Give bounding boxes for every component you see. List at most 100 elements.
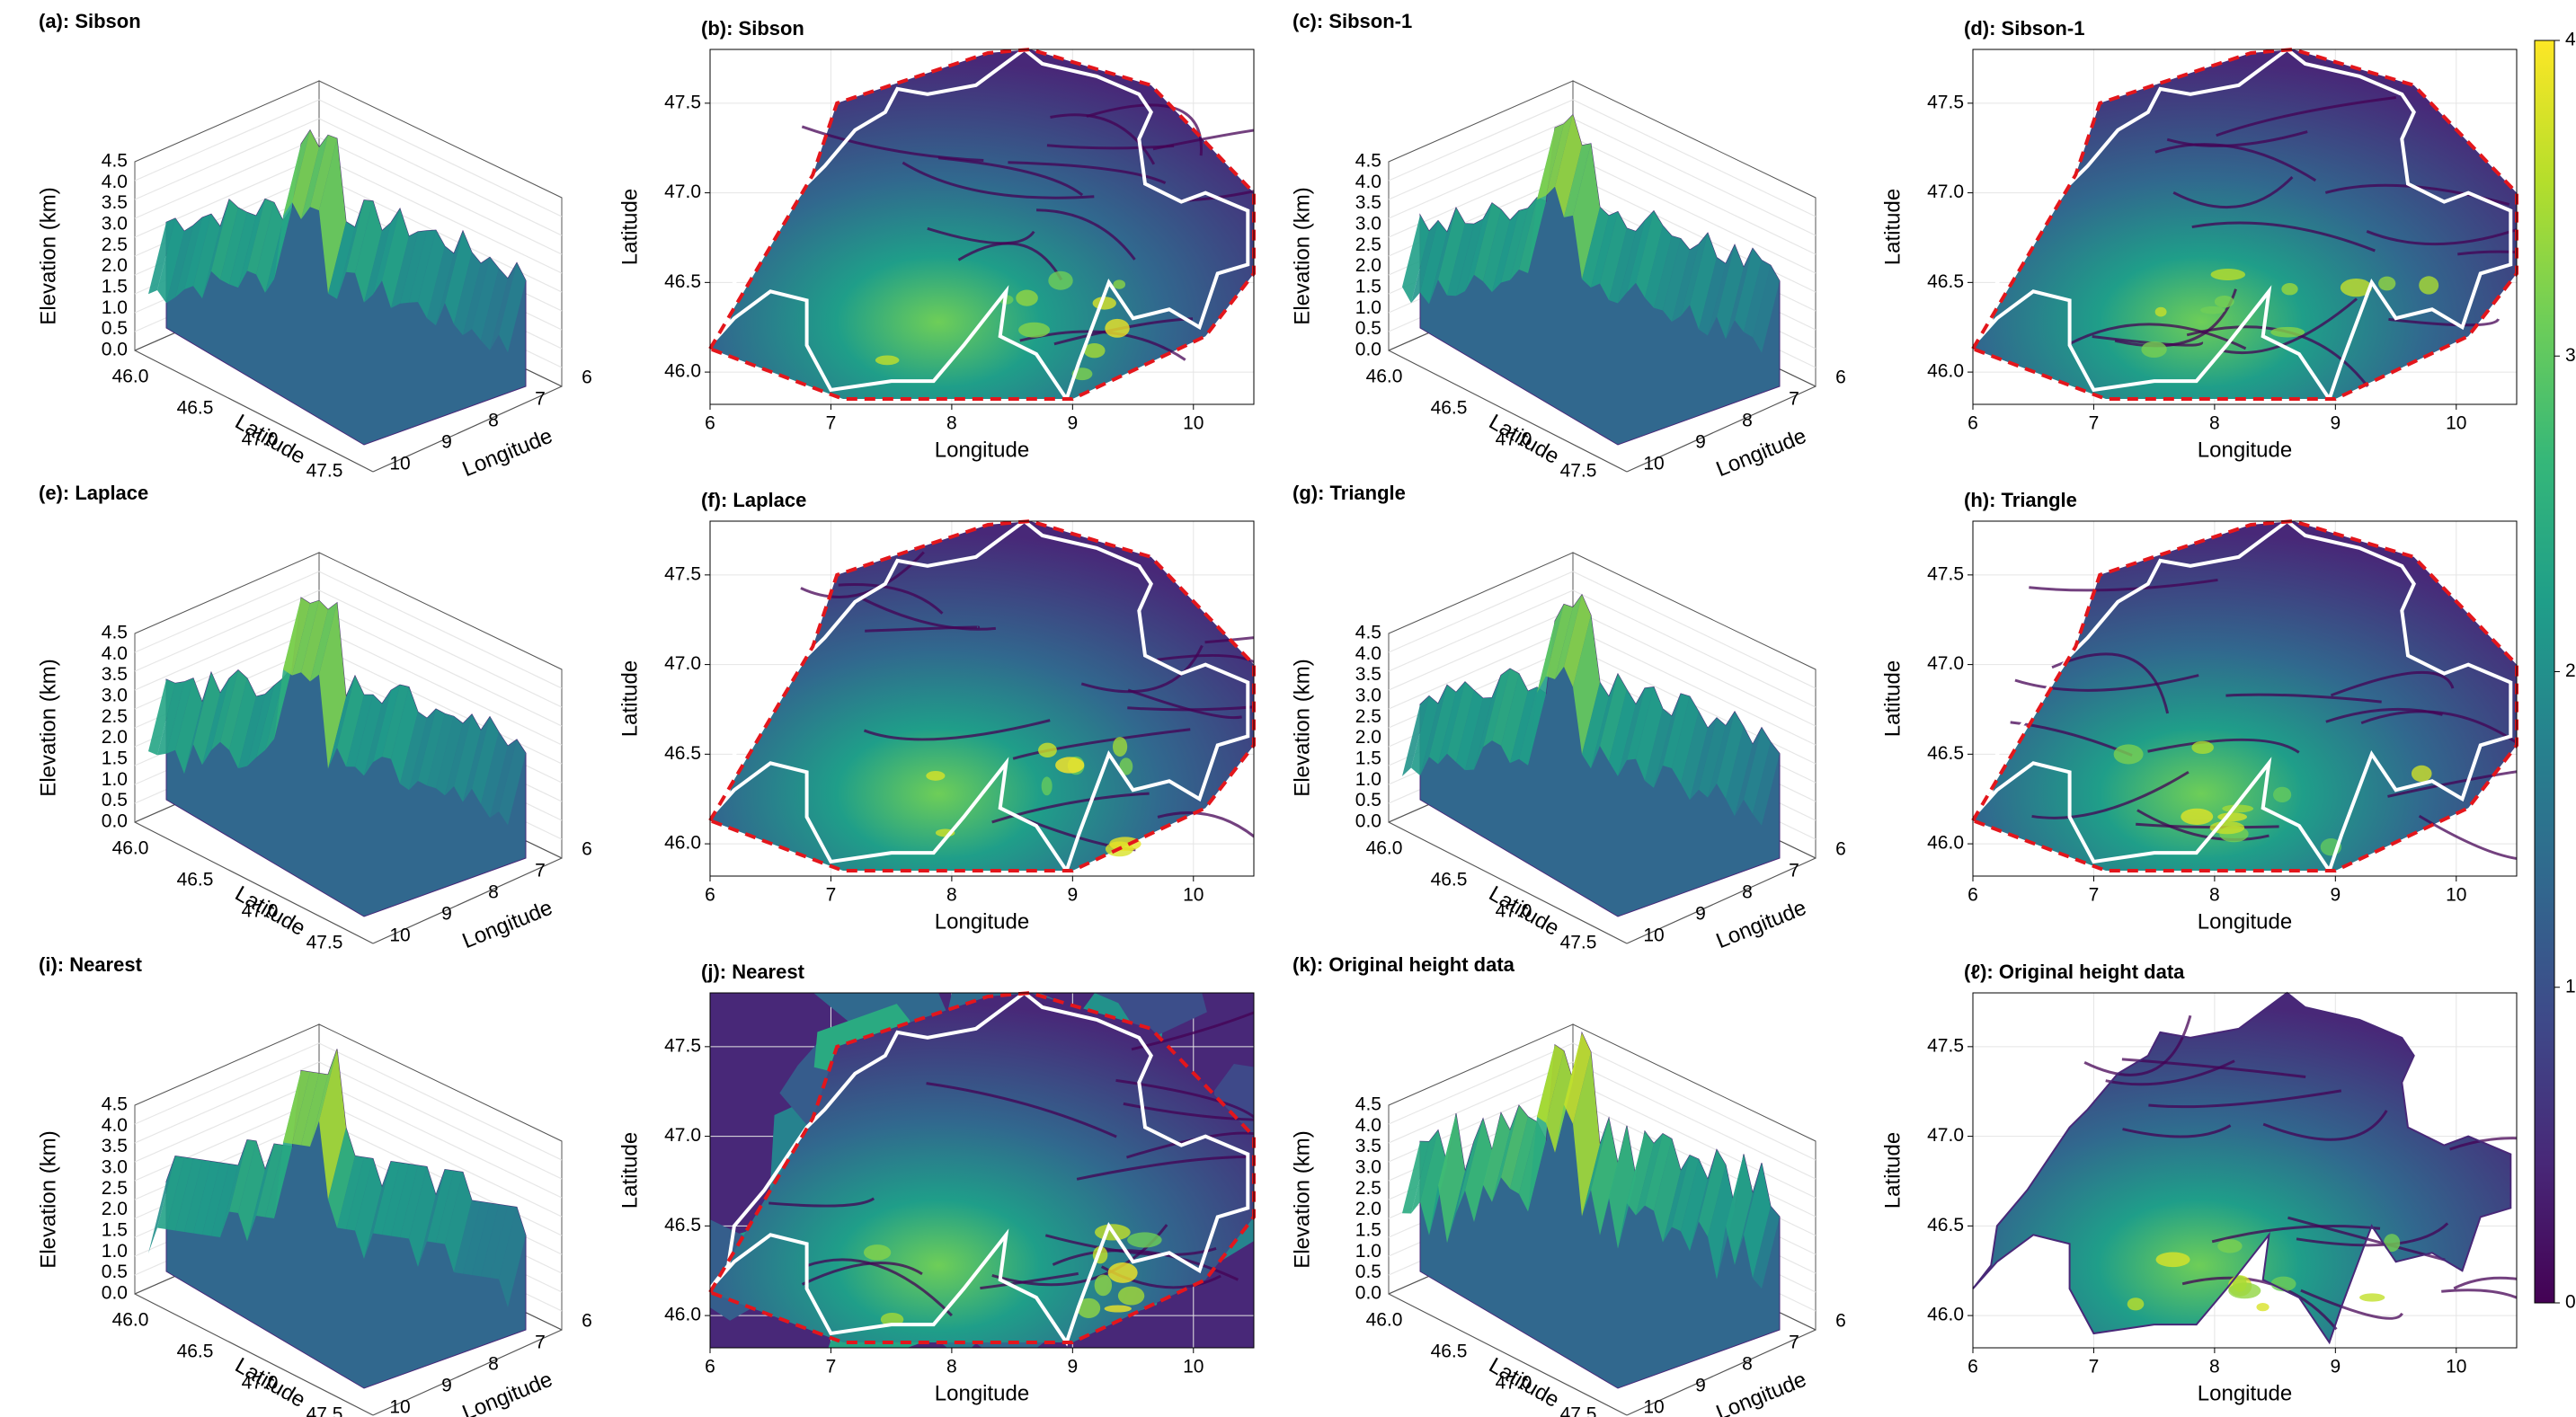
plot-area — [708, 990, 1256, 1349]
y-tick-label: 47.0 — [1927, 182, 1964, 202]
grid-line — [318, 571, 563, 689]
z-tick-label: 1.5 — [102, 1220, 128, 1241]
valley-line — [2122, 1124, 2232, 1138]
valley-line — [2449, 1137, 2517, 1151]
z-tick-label: 4.5 — [1355, 151, 1381, 172]
peak-region — [875, 355, 900, 366]
surface-facet — [1582, 207, 1609, 288]
axis-line — [1626, 1329, 1817, 1416]
surface-facet — [1501, 673, 1528, 764]
x-axis-label: Longitude — [935, 909, 1029, 934]
grid-line — [318, 155, 563, 274]
grid-line — [1388, 627, 1574, 710]
peak-region — [1018, 322, 1051, 338]
surface-facet — [211, 1164, 238, 1237]
surface-facet — [238, 199, 265, 288]
surface-facet — [1510, 197, 1537, 280]
z-tick-label: 0.0 — [1355, 811, 1381, 832]
surface-facet — [1483, 209, 1510, 293]
surface-facet — [1447, 223, 1474, 297]
colorbar-tick-label: 3 — [2565, 345, 2576, 366]
boundary-line — [708, 518, 1250, 875]
z-tick-label: 3.5 — [1355, 1136, 1381, 1156]
z-tick-label: 3.5 — [102, 1136, 128, 1156]
colorbar-tick-label: 0 — [2565, 1292, 2576, 1313]
surface-facet — [1645, 708, 1672, 788]
lon-tick-label: 10 — [389, 925, 410, 946]
valley-line — [980, 1271, 1079, 1290]
valley-line — [2453, 1276, 2517, 1290]
grid-line — [318, 118, 563, 236]
surface-facet — [427, 1169, 454, 1243]
peak-region — [863, 1244, 892, 1261]
surface-facet — [1609, 1125, 1636, 1249]
peak-region — [2384, 1234, 2401, 1253]
lon-tick-label: 7 — [1789, 389, 1799, 410]
y-tick-label: 46.5 — [1927, 271, 1964, 292]
z-tick-label: 2.0 — [1355, 727, 1381, 748]
grid-line — [318, 589, 563, 708]
y-tick-label: 46.5 — [664, 1215, 701, 1235]
surface-facet — [1402, 695, 1429, 776]
surface-facet — [1681, 233, 1708, 316]
plot-frame — [709, 520, 1255, 877]
lon-tick-label: 9 — [1695, 1376, 1706, 1396]
x-tick-label: 6 — [1968, 413, 1978, 434]
lat-tick-label: 46.0 — [1366, 1310, 1403, 1331]
y-tick-label: 47.0 — [1927, 653, 1964, 674]
lon-tick-label: 8 — [1742, 1354, 1753, 1375]
surface-facet — [211, 199, 238, 280]
axis-line — [134, 350, 374, 473]
surface-facet — [373, 685, 400, 763]
peak-region — [2217, 1239, 2243, 1253]
lat-tick-label: 47.5 — [306, 1404, 343, 1417]
peak-region — [1107, 1262, 1138, 1283]
lon-tick-label: 9 — [1695, 904, 1706, 925]
lat-tick-label: 46.0 — [112, 838, 149, 859]
z-tick-label: 1.5 — [1355, 277, 1381, 297]
surface-facet — [1708, 244, 1735, 336]
surface-facet — [292, 600, 319, 676]
surface-facet — [220, 208, 247, 285]
surface-facet — [193, 1161, 220, 1235]
surface-facet — [319, 602, 346, 769]
valley-line — [801, 1262, 923, 1286]
surface-facet — [310, 602, 337, 682]
x-tick-label: 10 — [1183, 885, 1204, 906]
valley-line — [2366, 227, 2517, 246]
valley-line — [2216, 96, 2396, 137]
surface-facet — [1735, 248, 1762, 332]
surface-facet — [418, 230, 445, 319]
surface-facet — [1438, 681, 1465, 765]
surface-facet — [1636, 686, 1663, 781]
surface-facet — [400, 1165, 427, 1239]
plot-frame — [1972, 49, 2518, 405]
y-tick-label: 47.5 — [1927, 92, 1964, 112]
surface-facet — [256, 1144, 283, 1218]
elevation-field — [710, 521, 1254, 871]
surface-facet — [1438, 1113, 1465, 1244]
lon-tick-label: 9 — [441, 904, 452, 925]
surface-facet — [184, 214, 211, 290]
elevation-field — [1973, 993, 2511, 1342]
surface-facet — [1618, 220, 1645, 304]
surface-facet — [1600, 674, 1627, 762]
surface-facet — [175, 1158, 202, 1232]
peak-region — [2256, 1303, 2270, 1312]
plot-area — [708, 47, 1256, 405]
z-tick-label: 4.0 — [102, 1115, 128, 1136]
lat-tick-label: 47.0 — [1496, 1373, 1532, 1394]
lon-tick-label: 9 — [1695, 432, 1706, 453]
surface-facet — [481, 268, 508, 350]
valley-line — [991, 792, 1150, 824]
surface-facet — [427, 246, 454, 326]
surface-facet — [157, 1156, 184, 1229]
surface-facet — [166, 225, 193, 304]
z-tick-label: 0.5 — [102, 318, 128, 339]
z-tick-label: 1.5 — [102, 277, 128, 297]
surface-facet — [1690, 233, 1717, 330]
z-tick-label: 2.0 — [1355, 1199, 1381, 1219]
surface-facet — [310, 135, 337, 211]
y-tick-label: 47.0 — [664, 653, 701, 674]
surface-facet — [1753, 1206, 1780, 1289]
